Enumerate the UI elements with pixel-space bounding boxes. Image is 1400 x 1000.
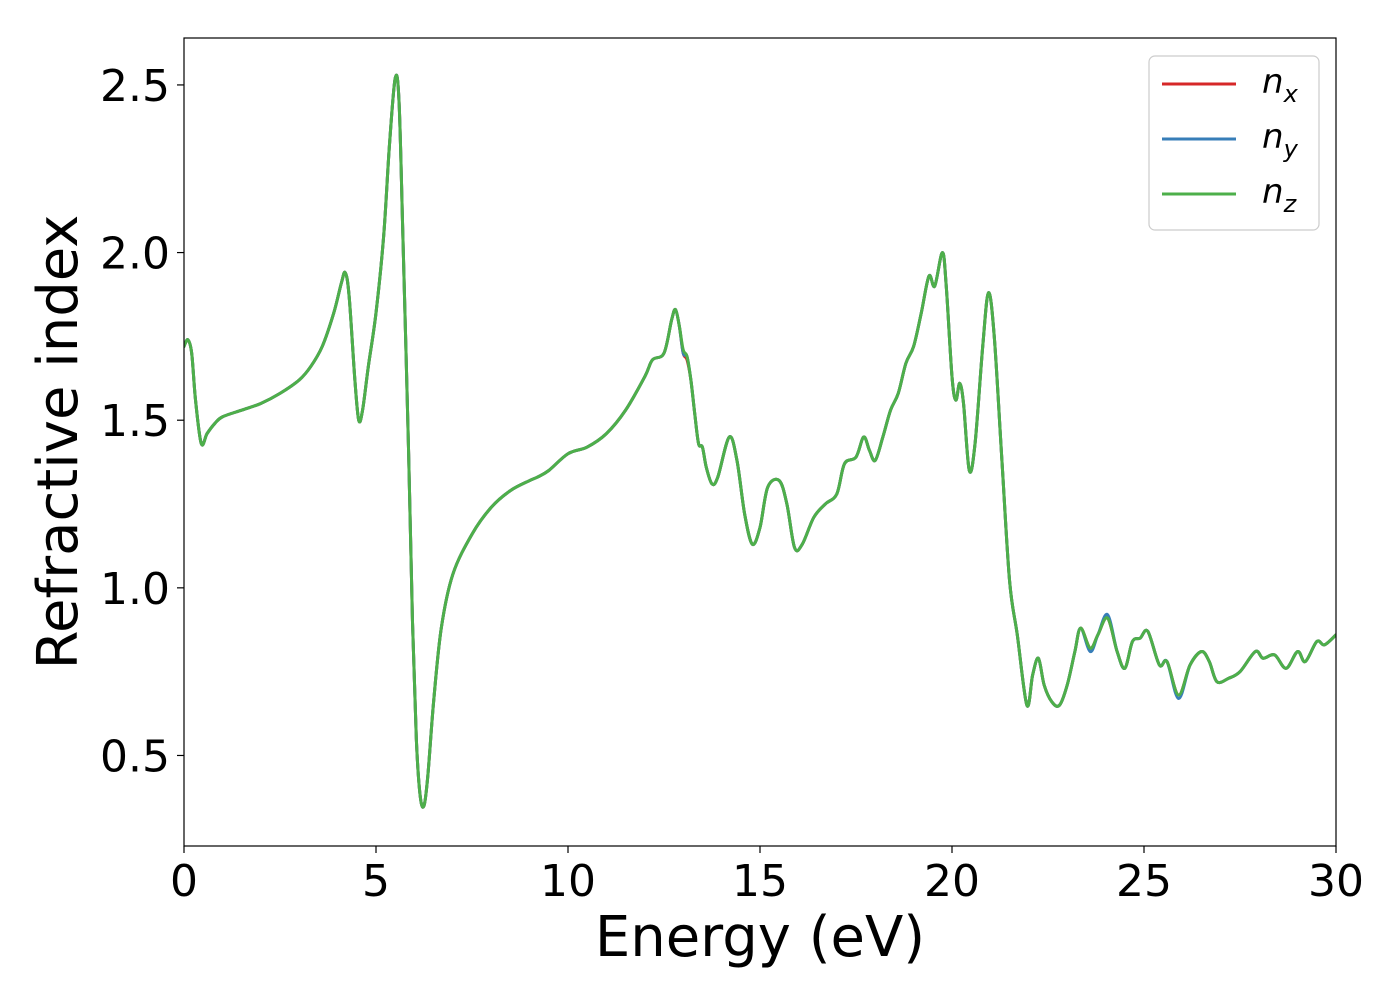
y-tick-label: 1.5 xyxy=(100,396,170,447)
y-tick-label: 2.0 xyxy=(100,229,170,280)
y-tick-label: 0.5 xyxy=(100,731,170,782)
legend-label-nx: nx xyxy=(1262,62,1299,108)
legend-label-nz: nz xyxy=(1262,172,1298,218)
legend-label-base: n xyxy=(1262,62,1284,102)
legend-box xyxy=(1148,55,1320,231)
x-tick-label: 15 xyxy=(732,856,788,907)
legend-label-subscript: y xyxy=(1283,135,1299,163)
legend-label-subscript: x xyxy=(1283,80,1299,108)
x-tick-label: 10 xyxy=(540,856,596,907)
x-axis-label: Energy (eV) xyxy=(595,905,925,970)
series-layer xyxy=(184,73,1336,809)
y-tick-label: 2.5 xyxy=(100,61,170,112)
y-axis-label: Refractive index xyxy=(26,215,91,670)
series-line-nz xyxy=(184,73,1336,809)
legend-label-ny: ny xyxy=(1262,117,1299,163)
x-tick-label: 20 xyxy=(924,856,980,907)
x-tick-label: 5 xyxy=(362,856,390,907)
y-axis-ticks: 0.5 1.0 1.5 2.0 2.5 xyxy=(100,61,184,782)
legend-label-subscript: z xyxy=(1283,190,1298,218)
y-tick-label: 1.0 xyxy=(100,564,170,615)
x-tick-label: 30 xyxy=(1308,856,1364,907)
legend-label-base: n xyxy=(1262,117,1284,157)
x-axis-ticks: 0 5 10 15 20 25 30 xyxy=(170,846,1364,907)
x-tick-label: 0 xyxy=(170,856,198,907)
x-tick-label: 25 xyxy=(1116,856,1172,907)
legend-label-base: n xyxy=(1262,172,1284,212)
